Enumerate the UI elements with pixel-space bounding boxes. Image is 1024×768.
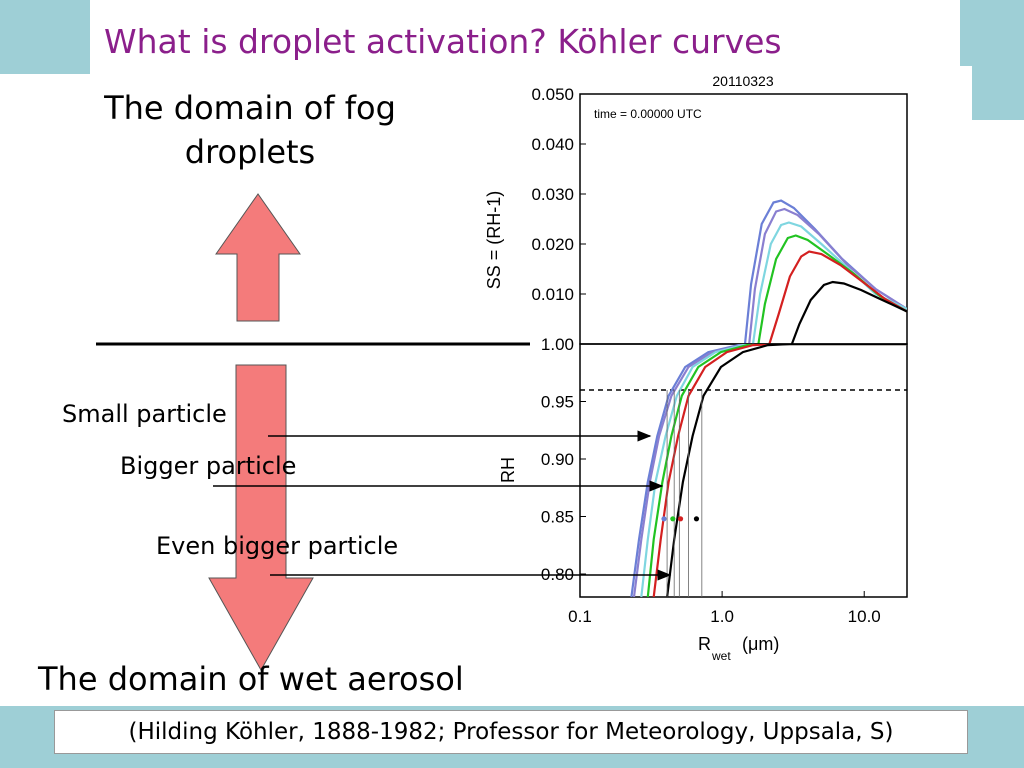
domain-arrows [208,193,314,672]
ss-ylabel: SS = (RH-1) [484,191,504,290]
particle-pointers [213,430,672,581]
ss-series-4 [768,250,907,344]
ss-ytick-label: 0.030 [531,185,574,204]
top-left-decoration [0,0,90,74]
citation: (Hilding Köhler, 1888-1982; Professor fo… [54,710,968,754]
aerosol-domain-label: The domain of wet aerosol [38,660,464,698]
rh-ylabel: RH [498,457,518,483]
rh-xtick-label: 0.1 [568,607,592,626]
fog-domain-label: The domain of fog droplets [104,89,396,171]
ss-time-annotation: time = 0.00000 UTC [594,107,702,121]
rh-marker-2 [677,516,684,522]
ss-ytick-label: 0.050 [531,85,574,104]
up-arrow [215,193,301,322]
rh-ytick-label: 0.90 [541,450,574,469]
rh-series-2 [640,344,907,597]
rh-xtick-label: 10.0 [848,607,881,626]
ss-panel-frame [579,93,908,345]
rh-series-4 [652,344,907,597]
ss-series-1 [748,207,907,344]
rh-marker-3 [693,516,700,522]
rh-series-group [630,344,907,597]
rh-xlabel-unit: (μm) [742,634,779,654]
ss-series-group [743,199,907,344]
rh-xtick-label: 1.0 [710,607,734,626]
slide-title: What is droplet activation? Köhler curve… [104,22,782,61]
rh-xlabel-subscript: wet [711,649,731,663]
rh-panel-frame [579,343,908,598]
bigger-particle-label: Bigger particle [120,452,297,480]
ss-ytick-label: 0.040 [531,135,574,154]
small-particle-label: Small particle [62,400,227,428]
ss-series-5 [790,280,907,344]
rh-ytick-label: 0.85 [541,508,574,527]
top-right-decoration [960,0,1024,66]
down-arrow [208,364,314,672]
ss-series-3 [757,234,907,344]
ss-series-0 [743,199,907,344]
ss-ytick-label: 0.020 [531,235,574,254]
rh-series-1 [632,344,907,597]
rh-series-5 [666,344,907,597]
ss-ytick-label: 0.010 [531,285,574,304]
kohler-plots: 20110323 time = 0.00000 UTC 0.050 0.040 0.03… [484,73,908,663]
rh-marker-0 [661,516,667,522]
rh-ytick-label: 1.00 [541,335,574,354]
rh-marker-1 [670,516,676,522]
rh-series-3 [646,344,907,597]
rh-xlabel: R [698,634,711,654]
even-bigger-particle-label: Even bigger particle [156,532,399,560]
rh-ytick-label: 0.95 [541,393,574,412]
right-decoration [972,66,1024,120]
ss-chart-title: 20110323 [712,73,773,89]
